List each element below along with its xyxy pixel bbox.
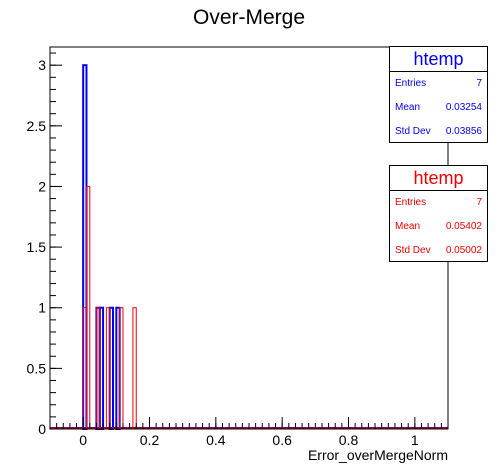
histogram-bar [119,307,124,430]
stats-row-mean: Mean 0.05402 [390,215,487,239]
stats-row-std: Std Dev 0.03856 [390,120,487,144]
stats-value: 0.05002 [445,245,482,256]
stats-value: 0.03856 [445,126,482,137]
y-tick-label: 0 [38,421,46,437]
stats-value: 7 [476,197,482,208]
y-tick-label: 3 [38,57,46,73]
x-tick-label: 1 [411,432,419,448]
histogram-bar [85,185,91,430]
y-tick-label: 2.5 [27,118,47,134]
x-tick-label: 0.8 [339,432,359,448]
x-tick-label: 0.6 [272,432,292,448]
stats-row-entries: Entries 7 [390,72,487,96]
histogram-bar [105,307,111,430]
y-tick-label: 1.5 [27,239,47,255]
stats-title: htemp [390,166,487,191]
stats-label: Entries [395,197,427,208]
stats-value: 0.03254 [445,102,482,113]
stats-title: htemp [390,47,487,72]
x-tick-label: 0.2 [140,432,160,448]
stats-row-std: Std Dev 0.05002 [390,239,487,263]
stats-value: 7 [476,78,482,89]
stats-row-mean: Mean 0.03254 [390,96,487,120]
stats-box-red: htemp Entries 7 Mean 0.05402 Std Dev 0.0… [389,165,488,262]
stats-label: Std Dev [395,126,431,137]
stats-label: Mean [395,221,421,232]
x-axis-label: Error_overMergeNorm [308,447,448,463]
x-tick-label: 0 [79,432,87,448]
stats-label: Mean [395,102,421,113]
stats-label: Entries [395,78,427,89]
stats-value: 0.05402 [445,221,482,232]
y-tick-label: 1 [38,300,46,316]
chart-title: Over-Merge [193,6,305,29]
y-tick-label: 0.5 [27,360,47,376]
stats-box-blue: htemp Entries 7 Mean 0.03254 Std Dev 0.0… [389,46,488,143]
x-tick-label: 0.4 [206,432,226,448]
stats-row-entries: Entries 7 [390,191,487,215]
stats-label: Std Dev [395,245,431,256]
axes: 0 0.5 1 1.5 2 2.5 3 0 0.2 0.4 0.6 0.8 1 [27,52,442,448]
y-tick-label: 2 [38,178,46,194]
histogram-bar [95,307,101,430]
histogram-bar [132,307,137,430]
